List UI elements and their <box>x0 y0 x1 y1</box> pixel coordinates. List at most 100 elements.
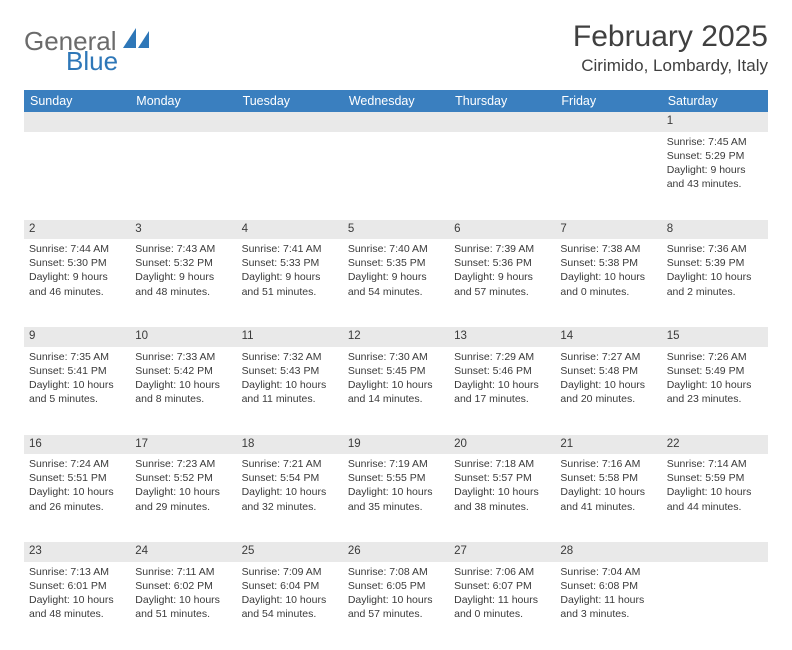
day-number-cell: 12 <box>343 327 449 347</box>
daylight-text: Daylight: 9 hours and 43 minutes. <box>667 163 763 191</box>
title-block: February 2025 Cirimido, Lombardy, Italy <box>573 20 768 76</box>
day-cell: Sunrise: 7:40 AMSunset: 5:35 PMDaylight:… <box>343 239 449 327</box>
sunset-text: Sunset: 5:52 PM <box>135 471 231 485</box>
daylight-text: Daylight: 10 hours and 54 minutes. <box>242 593 338 621</box>
sunset-text: Sunset: 5:43 PM <box>242 364 338 378</box>
day-cell: Sunrise: 7:38 AMSunset: 5:38 PMDaylight:… <box>555 239 661 327</box>
sunset-text: Sunset: 6:02 PM <box>135 579 231 593</box>
day-cell: Sunrise: 7:19 AMSunset: 5:55 PMDaylight:… <box>343 454 449 542</box>
sunset-text: Sunset: 5:32 PM <box>135 256 231 270</box>
sunrise-text: Sunrise: 7:44 AM <box>29 242 125 256</box>
day-number: 19 <box>348 438 361 450</box>
daylight-text: Daylight: 9 hours and 57 minutes. <box>454 270 550 298</box>
daylight-text: Daylight: 10 hours and 0 minutes. <box>560 270 656 298</box>
day-header: Friday <box>555 90 661 112</box>
day-cell <box>662 562 768 650</box>
day-number-cell: 22 <box>662 435 768 455</box>
daylight-text: Daylight: 10 hours and 17 minutes. <box>454 378 550 406</box>
daylight-text: Daylight: 11 hours and 3 minutes. <box>560 593 656 621</box>
sunrise-text: Sunrise: 7:27 AM <box>560 350 656 364</box>
day-number-cell: 6 <box>449 220 555 240</box>
sunrise-text: Sunrise: 7:21 AM <box>242 457 338 471</box>
daylight-text: Daylight: 10 hours and 44 minutes. <box>667 485 763 513</box>
daynum-row: 16171819202122 <box>24 435 768 455</box>
day-number: 3 <box>135 223 141 235</box>
day-number-cell: 15 <box>662 327 768 347</box>
sunrise-text: Sunrise: 7:08 AM <box>348 565 444 579</box>
day-cell: Sunrise: 7:29 AMSunset: 5:46 PMDaylight:… <box>449 347 555 435</box>
day-number-cell: 9 <box>24 327 130 347</box>
week-row: Sunrise: 7:24 AMSunset: 5:51 PMDaylight:… <box>24 454 768 542</box>
sunrise-text: Sunrise: 7:29 AM <box>454 350 550 364</box>
sunrise-text: Sunrise: 7:14 AM <box>667 457 763 471</box>
sunrise-text: Sunrise: 7:26 AM <box>667 350 763 364</box>
sunset-text: Sunset: 5:46 PM <box>454 364 550 378</box>
day-cell <box>449 132 555 220</box>
day-cell: Sunrise: 7:13 AMSunset: 6:01 PMDaylight:… <box>24 562 130 650</box>
day-cell: Sunrise: 7:18 AMSunset: 5:57 PMDaylight:… <box>449 454 555 542</box>
week-row: Sunrise: 7:13 AMSunset: 6:01 PMDaylight:… <box>24 562 768 650</box>
daylight-text: Daylight: 10 hours and 35 minutes. <box>348 485 444 513</box>
day-number-cell: 10 <box>130 327 236 347</box>
day-cell: Sunrise: 7:26 AMSunset: 5:49 PMDaylight:… <box>662 347 768 435</box>
daylight-text: Daylight: 10 hours and 5 minutes. <box>29 378 125 406</box>
day-number-cell: 26 <box>343 542 449 562</box>
day-header: Thursday <box>449 90 555 112</box>
daylight-text: Daylight: 10 hours and 29 minutes. <box>135 485 231 513</box>
day-number: 5 <box>348 223 354 235</box>
day-cell: Sunrise: 7:30 AMSunset: 5:45 PMDaylight:… <box>343 347 449 435</box>
day-number-cell: 28 <box>555 542 661 562</box>
sunset-text: Sunset: 5:33 PM <box>242 256 338 270</box>
week-row: Sunrise: 7:44 AMSunset: 5:30 PMDaylight:… <box>24 239 768 327</box>
sunset-text: Sunset: 6:08 PM <box>560 579 656 593</box>
day-cell: Sunrise: 7:16 AMSunset: 5:58 PMDaylight:… <box>555 454 661 542</box>
daynum-row: 232425262728 <box>24 542 768 562</box>
daylight-text: Daylight: 10 hours and 2 minutes. <box>667 270 763 298</box>
day-number-cell: 7 <box>555 220 661 240</box>
day-number-cell: 11 <box>237 327 343 347</box>
sunrise-text: Sunrise: 7:11 AM <box>135 565 231 579</box>
daylight-text: Daylight: 10 hours and 41 minutes. <box>560 485 656 513</box>
day-number-cell <box>24 112 130 132</box>
sunrise-text: Sunrise: 7:13 AM <box>29 565 125 579</box>
daylight-text: Daylight: 9 hours and 54 minutes. <box>348 270 444 298</box>
day-cell: Sunrise: 7:09 AMSunset: 6:04 PMDaylight:… <box>237 562 343 650</box>
day-cell: Sunrise: 7:11 AMSunset: 6:02 PMDaylight:… <box>130 562 236 650</box>
sunset-text: Sunset: 6:04 PM <box>242 579 338 593</box>
sunrise-text: Sunrise: 7:06 AM <box>454 565 550 579</box>
sunset-text: Sunset: 6:07 PM <box>454 579 550 593</box>
sunrise-text: Sunrise: 7:18 AM <box>454 457 550 471</box>
sunset-text: Sunset: 5:45 PM <box>348 364 444 378</box>
day-cell: Sunrise: 7:32 AMSunset: 5:43 PMDaylight:… <box>237 347 343 435</box>
daylight-text: Daylight: 10 hours and 57 minutes. <box>348 593 444 621</box>
day-number-cell: 19 <box>343 435 449 455</box>
day-number: 27 <box>454 545 467 557</box>
day-cell <box>555 132 661 220</box>
day-cell: Sunrise: 7:14 AMSunset: 5:59 PMDaylight:… <box>662 454 768 542</box>
sunset-text: Sunset: 5:48 PM <box>560 364 656 378</box>
sunrise-text: Sunrise: 7:19 AM <box>348 457 444 471</box>
day-header-row: Sunday Monday Tuesday Wednesday Thursday… <box>24 90 768 112</box>
sunset-text: Sunset: 5:38 PM <box>560 256 656 270</box>
sunrise-text: Sunrise: 7:43 AM <box>135 242 231 256</box>
day-number-cell: 14 <box>555 327 661 347</box>
day-number-cell <box>343 112 449 132</box>
sunrise-text: Sunrise: 7:30 AM <box>348 350 444 364</box>
sunset-text: Sunset: 5:58 PM <box>560 471 656 485</box>
day-number: 15 <box>667 330 680 342</box>
daynum-row: 1 <box>24 112 768 132</box>
sunrise-text: Sunrise: 7:36 AM <box>667 242 763 256</box>
sunrise-text: Sunrise: 7:16 AM <box>560 457 656 471</box>
sunrise-text: Sunrise: 7:04 AM <box>560 565 656 579</box>
sunset-text: Sunset: 6:05 PM <box>348 579 444 593</box>
logo-sail-icon <box>123 28 149 55</box>
day-number-cell: 1 <box>662 112 768 132</box>
day-header: Monday <box>130 90 236 112</box>
day-cell: Sunrise: 7:41 AMSunset: 5:33 PMDaylight:… <box>237 239 343 327</box>
sunrise-text: Sunrise: 7:35 AM <box>29 350 125 364</box>
day-number: 10 <box>135 330 148 342</box>
day-number-cell <box>130 112 236 132</box>
day-number-cell: 2 <box>24 220 130 240</box>
day-cell <box>237 132 343 220</box>
day-cell: Sunrise: 7:44 AMSunset: 5:30 PMDaylight:… <box>24 239 130 327</box>
